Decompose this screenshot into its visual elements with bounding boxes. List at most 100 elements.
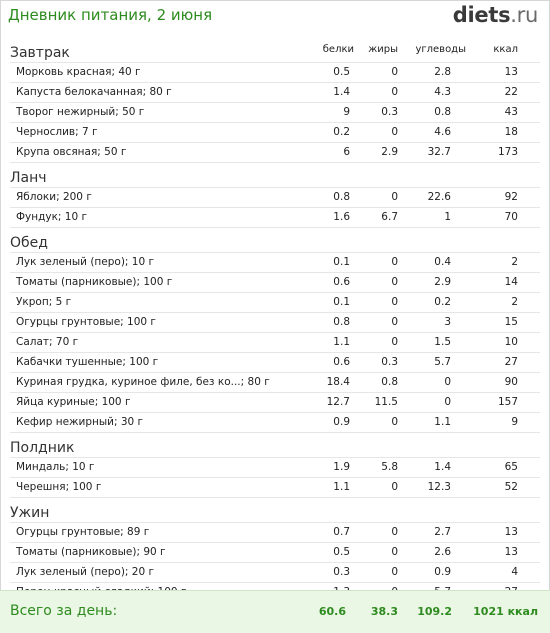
carbs-value: 1.4 <box>434 461 451 473</box>
food-row: Лук зеленый (перо); 20 г 0.3 0 0.9 4 <box>10 563 540 583</box>
protein-value: 1.4 <box>333 86 350 98</box>
carbs-value: 1 <box>444 211 451 223</box>
kcal-value: 15 <box>504 316 518 328</box>
food-name: Фундук; 10 г <box>16 211 88 223</box>
food-name: Черешня; 100 г <box>16 481 102 493</box>
food-row: Салат; 70 г 1.1 0 1.5 10 <box>10 333 540 353</box>
food-name: Кефир нежирный; 30 г <box>16 416 144 428</box>
food-name: Капуста белокачанная; 80 г <box>16 86 172 98</box>
kcal-value: 10 <box>504 336 518 348</box>
food-name: Томаты (парниковые); 100 г <box>16 276 173 288</box>
food-name: Салат; 70 г <box>16 336 79 348</box>
meal-title: Полдник <box>10 439 540 458</box>
kcal-value: 65 <box>504 461 518 473</box>
carbs-value: 1.1 <box>434 416 451 428</box>
food-name: Морковь красная; 40 г <box>16 66 141 78</box>
kcal-value: 13 <box>504 546 518 558</box>
food-row: Томаты (парниковые); 90 г 0.5 0 2.6 13 <box>10 543 540 563</box>
food-name: Миндаль; 10 г <box>16 461 95 473</box>
protein-value: 0.1 <box>333 296 350 308</box>
protein-value: 0.6 <box>333 356 350 368</box>
kcal-value: 52 <box>504 481 518 493</box>
protein-value: 0.6 <box>333 276 350 288</box>
fat-value: 0 <box>391 481 398 493</box>
carbs-value: 0.2 <box>434 296 451 308</box>
carbs-value: 0.8 <box>434 106 451 118</box>
kcal-value: 9 <box>511 416 518 428</box>
carbs-value: 3 <box>444 316 451 328</box>
carbs-value: 2.9 <box>434 276 451 288</box>
fat-value: 0.8 <box>381 376 398 388</box>
food-name: Чернослив; 7 г <box>16 126 98 138</box>
page-header: Дневник питания, 2 июня diets.ru <box>0 0 550 36</box>
food-name: Лук зеленый (перо); 10 г <box>16 256 155 268</box>
kcal-value: 2 <box>511 256 518 268</box>
protein-value: 1.1 <box>333 336 350 348</box>
total-protein: 60.6 <box>318 605 346 618</box>
fat-value: 0 <box>391 86 398 98</box>
kcal-value: 14 <box>504 276 518 288</box>
protein-value: 0.5 <box>333 546 350 558</box>
fat-value: 0 <box>391 416 398 428</box>
protein-value: 9 <box>343 106 350 118</box>
carbs-value: 32.7 <box>427 146 451 158</box>
kcal-value: 4 <box>511 566 518 578</box>
food-row: Миндаль; 10 г 1.9 5.8 1.4 65 <box>10 458 540 478</box>
kcal-value: 13 <box>504 526 518 538</box>
logo-tld: .ru <box>510 3 538 27</box>
carbs-value: 4.3 <box>434 86 451 98</box>
food-name: Огурцы грунтовые; 89 г <box>16 526 150 538</box>
kcal-value: 92 <box>504 191 518 203</box>
carbs-value: 0 <box>444 396 451 408</box>
logo-main: diets <box>452 3 511 27</box>
food-row: Лук зеленый (перо); 10 г 0.1 0 0.4 2 <box>10 253 540 273</box>
fat-value: 6.7 <box>381 211 398 223</box>
food-name: Укроп; 5 г <box>16 296 72 308</box>
food-name: Яйца куриные; 100 г <box>16 396 131 408</box>
meal-title: Ланч <box>10 169 540 188</box>
meal-section: Завтрак Морковь красная; 40 г 0.5 0 2.8 13 Кап… <box>10 44 540 163</box>
protein-value: 0.9 <box>333 416 350 428</box>
total-kcal: 1021 ккал <box>473 605 538 618</box>
daily-total-bar: Всего за день: 60.6 38.3 109.2 1021 ккал <box>0 590 550 633</box>
food-row: Огурцы грунтовые; 100 г 0.8 0 3 15 <box>10 313 540 333</box>
carbs-value: 22.6 <box>427 191 451 203</box>
fat-value: 0 <box>391 276 398 288</box>
carbs-value: 2.7 <box>434 526 451 538</box>
food-name: Крупа овсяная; 50 г <box>16 146 127 158</box>
protein-value: 0.8 <box>333 316 350 328</box>
carbs-value: 0 <box>444 376 451 388</box>
food-name: Огурцы грунтовые; 100 г <box>16 316 156 328</box>
kcal-value: 13 <box>504 66 518 78</box>
carbs-value: 0.9 <box>434 566 451 578</box>
food-row: Чернослив; 7 г 0.2 0 4.6 18 <box>10 123 540 143</box>
column-header-kcal: ккал <box>493 44 518 55</box>
fat-value: 0 <box>391 316 398 328</box>
food-row: Черешня; 100 г 1.1 0 12.3 52 <box>10 478 540 498</box>
protein-value: 0.2 <box>333 126 350 138</box>
protein-value: 0.8 <box>333 191 350 203</box>
kcal-value: 43 <box>504 106 518 118</box>
total-fat: 38.3 <box>370 605 398 618</box>
site-logo[interactable]: diets.ru <box>452 3 539 27</box>
food-name: Яблоки; 200 г <box>16 191 92 203</box>
protein-value: 1.6 <box>333 211 350 223</box>
fat-value: 0 <box>391 546 398 558</box>
meal-title: Ужин <box>10 504 540 523</box>
fat-value: 0 <box>391 336 398 348</box>
carbs-value: 2.6 <box>434 546 451 558</box>
food-row: Морковь красная; 40 г 0.5 0 2.8 13 <box>10 63 540 83</box>
fat-value: 0 <box>391 256 398 268</box>
fat-value: 0 <box>391 191 398 203</box>
kcal-value: 18 <box>504 126 518 138</box>
protein-value: 12.7 <box>326 396 350 408</box>
fat-value: 0 <box>391 566 398 578</box>
fat-value: 11.5 <box>374 396 398 408</box>
daily-total-label: Всего за день: <box>10 603 118 619</box>
kcal-value: 22 <box>504 86 518 98</box>
kcal-value: 27 <box>504 356 518 368</box>
fat-value: 0 <box>391 66 398 78</box>
food-row: Творог нежирный; 50 г 9 0.3 0.8 43 <box>10 103 540 123</box>
column-header-fat: жиры <box>368 44 398 55</box>
carbs-value: 1.5 <box>434 336 451 348</box>
